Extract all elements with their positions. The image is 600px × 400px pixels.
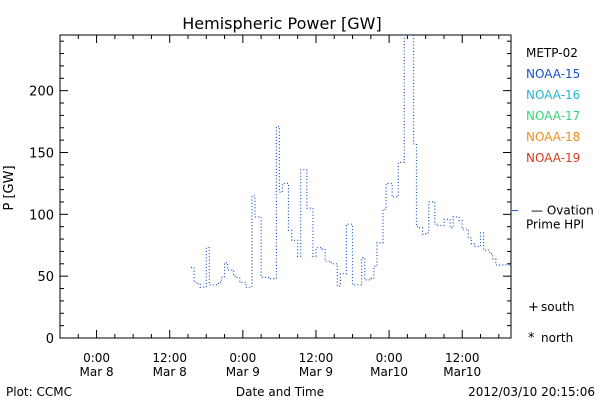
x-tick-label-time: 12:00	[299, 351, 334, 365]
legend-entry: NOAA-17	[526, 109, 580, 123]
y-tick-label: 0	[46, 332, 54, 347]
symbol-key-mark: +	[528, 300, 539, 315]
series-layer	[191, 34, 511, 288]
symbol-key-mark: *	[528, 331, 535, 346]
legend-entry: METP-02	[526, 46, 578, 60]
legend-entry: NOAA-15	[526, 67, 580, 81]
x-axis-label: Date and Time	[236, 385, 324, 399]
x-tick-label-date: Mar 9	[226, 365, 260, 379]
x-tick-label-time: 0:00	[376, 351, 403, 365]
series-line-noaa-15	[191, 34, 511, 288]
x-tick-label-date: Mar10	[370, 365, 408, 379]
ovation-label-line1: — Ovation	[531, 204, 594, 218]
symbol-key-label: north	[541, 331, 573, 345]
x-tick-label-time: 0:00	[83, 351, 110, 365]
timestamp: 2012/03/10 20:15:06	[468, 385, 595, 399]
y-axis-label: P [GW]	[2, 165, 17, 210]
chart-title: Hemispheric Power [GW]	[182, 14, 381, 33]
x-tick-label-time: 0:00	[229, 351, 256, 365]
y-tick-label: 150	[29, 146, 54, 161]
legend: METP-02 NOAA-15 NOAA-16 NOAA-17 NOAA-18 NOAA-…	[526, 46, 580, 165]
symbol-key-label: south	[541, 300, 575, 314]
x-tick-label-time: 12:00	[152, 351, 187, 365]
x-tick-label-time: 12:00	[445, 351, 480, 365]
y-tick-label: 200	[29, 85, 54, 100]
x-tick-label-date: Mar10	[443, 365, 481, 379]
legend-entry: NOAA-18	[526, 130, 580, 144]
legend-entry: NOAA-16	[526, 88, 580, 102]
plot-frame	[59, 34, 512, 339]
plot-credit: Plot: CCMC	[6, 385, 72, 399]
y-tick-label: 100	[29, 208, 54, 223]
x-tick-label-date: Mar 9	[299, 365, 333, 379]
x-tick-label-date: Mar 8	[153, 365, 187, 379]
ovation-label-line2: Prime HPI	[526, 218, 584, 232]
legend-entry: NOAA-19	[526, 151, 580, 165]
y-axis: 0 50 100 150 200	[29, 40, 511, 347]
y-tick-label: 50	[37, 270, 54, 285]
symbol-key: + south * north	[528, 300, 575, 346]
x-tick-label-date: Mar 8	[80, 365, 114, 379]
